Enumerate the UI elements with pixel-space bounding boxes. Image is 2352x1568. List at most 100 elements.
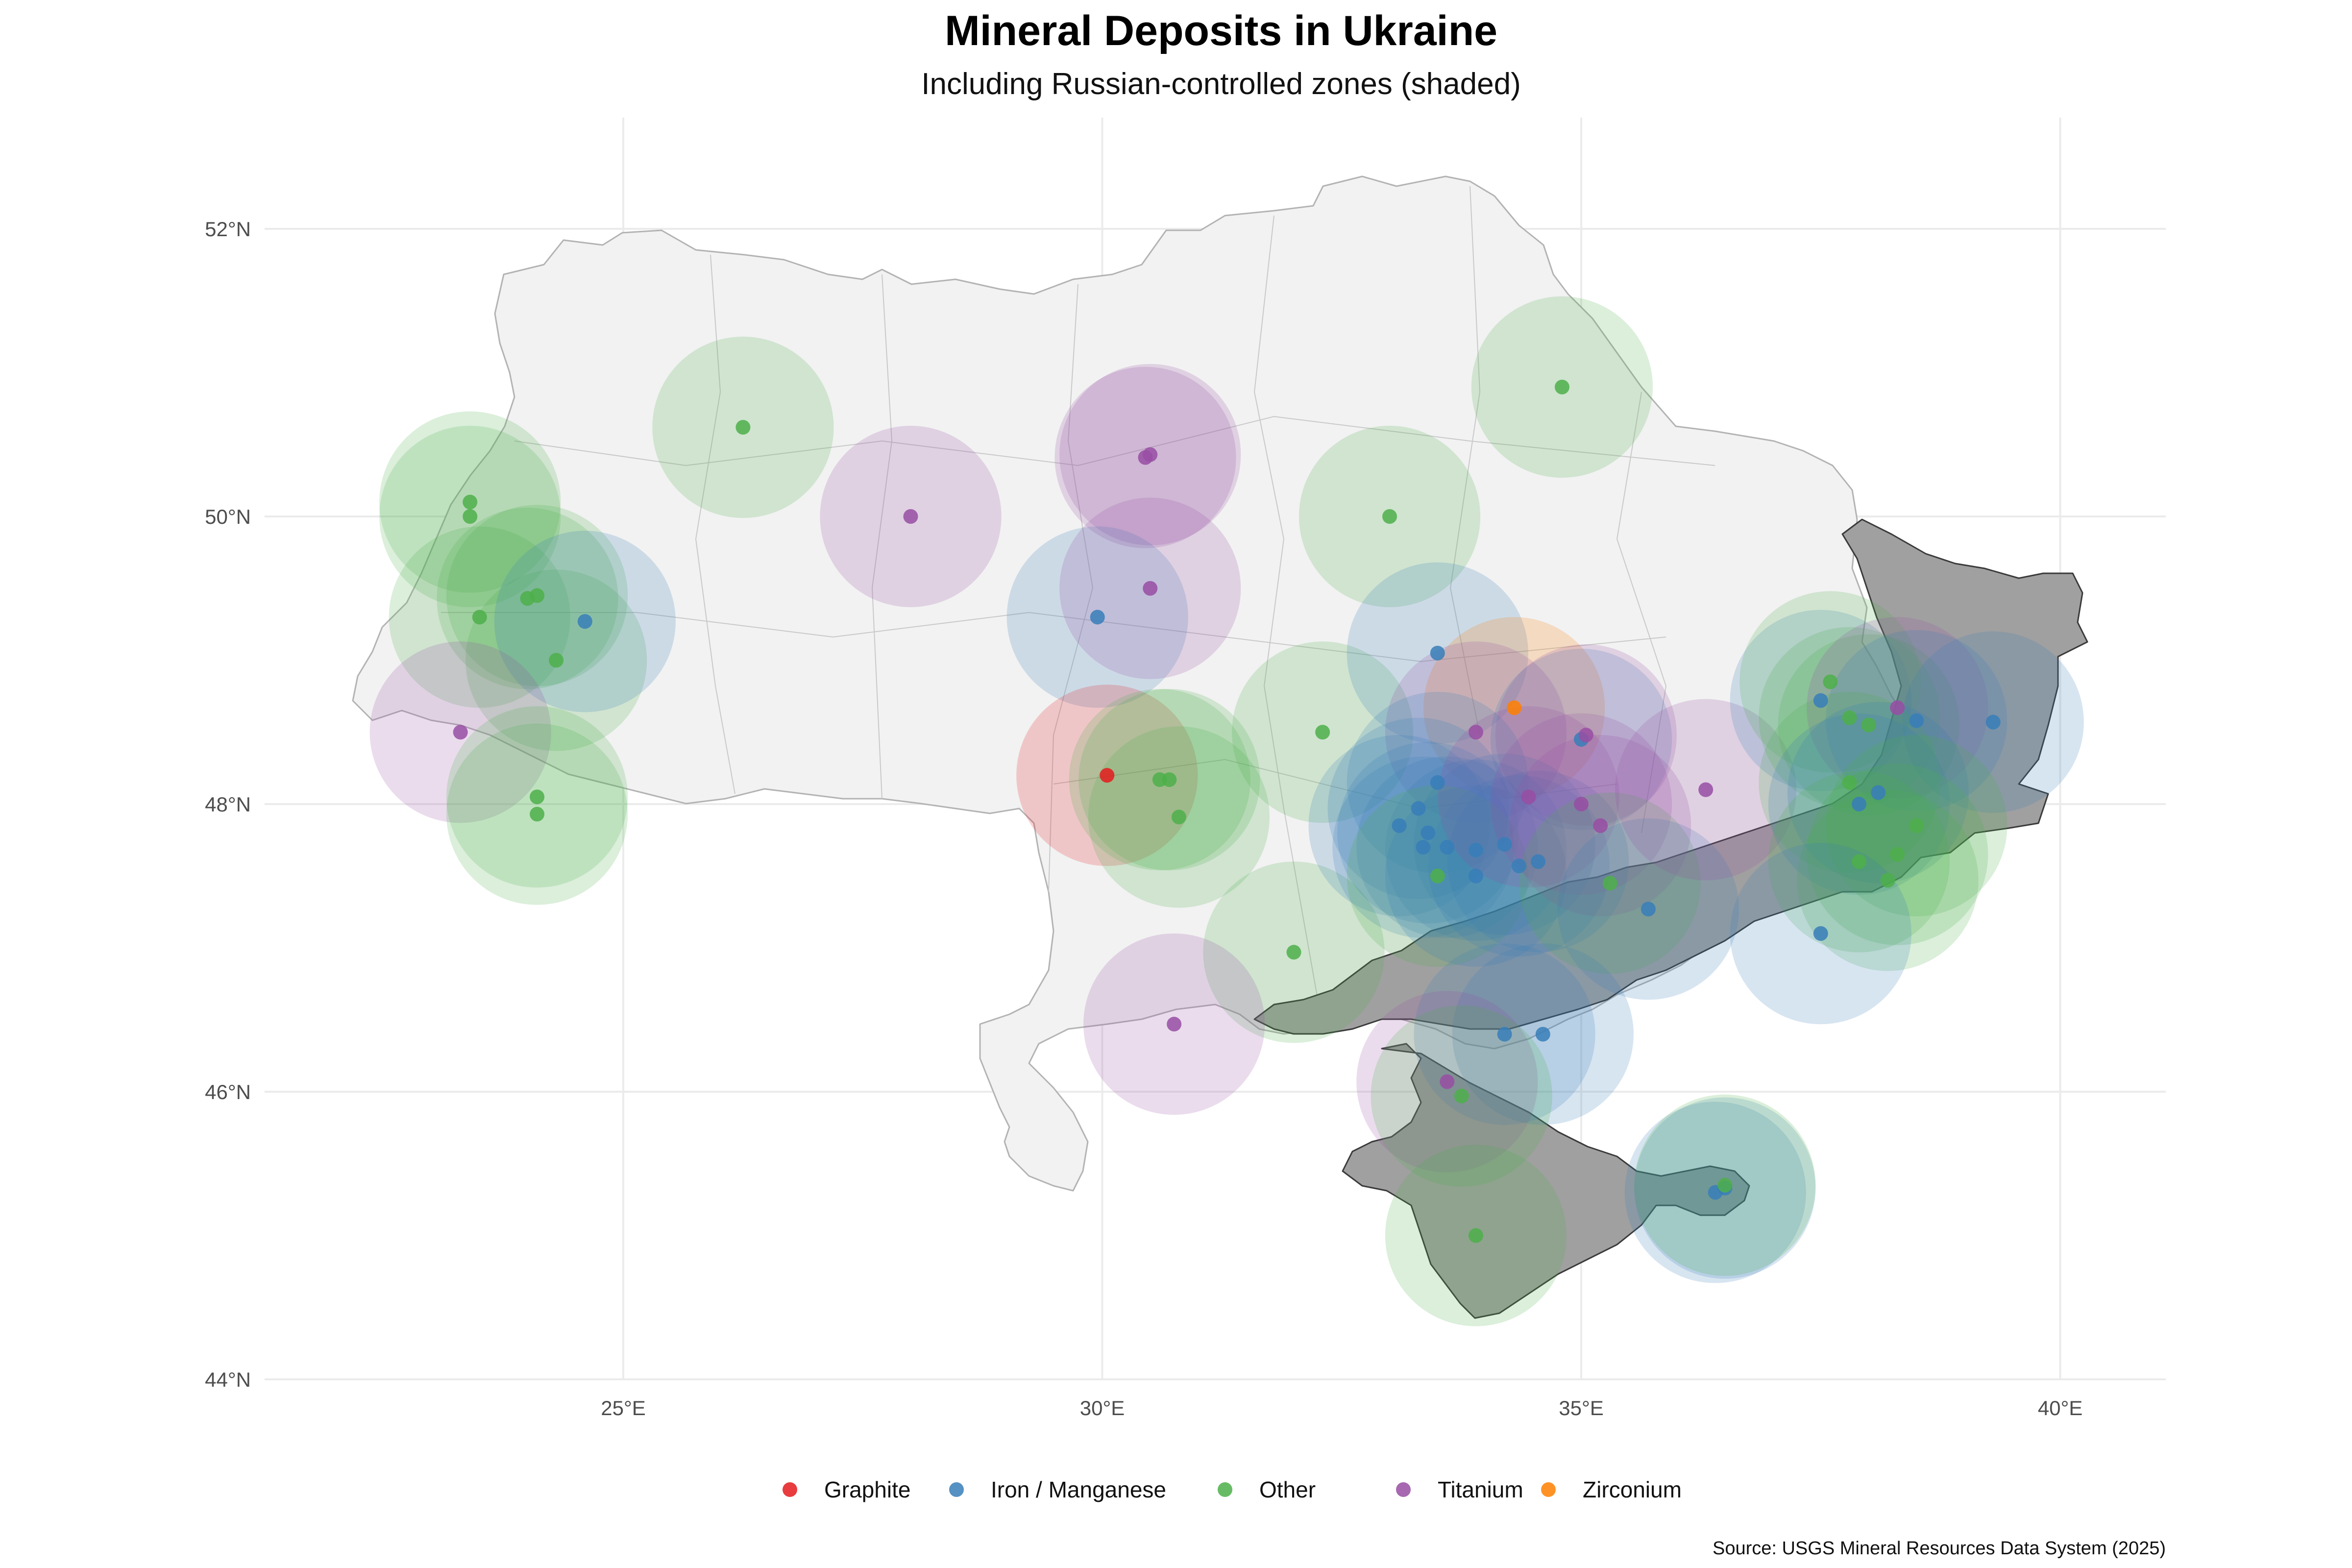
occupied-east-zone <box>1253 518 2088 1035</box>
deposit-point[interactable] <box>1143 581 1158 596</box>
y-tick-label: 44°N <box>205 1368 251 1391</box>
deposit-point[interactable] <box>1430 645 1445 661</box>
deposit-point[interactable] <box>1890 700 1905 715</box>
deposit-point[interactable] <box>1851 797 1866 811</box>
deposit-point[interactable] <box>463 494 478 510</box>
legend-item[interactable]: Iron / Manganese <box>949 1477 1166 1502</box>
deposit-point[interactable] <box>1813 693 1828 708</box>
deposit-point[interactable] <box>1851 854 1866 869</box>
deposit-point[interactable] <box>1162 772 1177 787</box>
deposit-point[interactable] <box>1507 700 1522 715</box>
deposit-point[interactable] <box>1554 379 1569 394</box>
deposit-points <box>453 379 2001 1243</box>
legend: Graphite Iron / Manganese Other Titanium Zir… <box>783 1477 1682 1502</box>
deposit-point[interactable] <box>1090 610 1105 625</box>
deposit-point[interactable] <box>472 610 487 625</box>
occupied-crimea <box>1342 1043 1750 1319</box>
deposit-point[interactable] <box>520 591 535 606</box>
deposit-point[interactable] <box>1468 1228 1483 1243</box>
russian-controlled-zones <box>1253 518 2088 1319</box>
deposit-point[interactable] <box>1602 876 1617 891</box>
deposit-point[interactable] <box>1421 825 1436 840</box>
legend-marker <box>949 1482 964 1497</box>
chart-title: Mineral Deposits in Ukraine <box>945 7 1497 54</box>
y-tick-label: 52°N <box>205 218 251 241</box>
legend-label: Other <box>1259 1477 1316 1502</box>
axis-labels: 25°E 30°E 35°E 40°E 44°N 46°N 48°N 50°N 52°N <box>205 218 2082 1420</box>
deposit-point[interactable] <box>1578 728 1593 743</box>
deposit-point[interactable] <box>577 614 592 629</box>
deposit-point[interactable] <box>1430 775 1445 790</box>
source-caption: Source: USGS Mineral Resources Data Syst… <box>1713 1538 2166 1559</box>
x-tick-label: 35°E <box>1559 1396 1604 1420</box>
deposit-point[interactable] <box>1392 818 1407 833</box>
deposit-point[interactable] <box>530 807 545 822</box>
legend-label: Titanium <box>1438 1477 1523 1502</box>
legend-label: Graphite <box>824 1477 910 1502</box>
deposit-point[interactable] <box>1382 509 1397 524</box>
deposit-point[interactable] <box>1497 1027 1512 1042</box>
deposit-point[interactable] <box>1167 1017 1182 1032</box>
deposit-point[interactable] <box>1315 725 1330 740</box>
y-tick-label: 50°N <box>205 505 251 528</box>
deposit-point[interactable] <box>1430 868 1445 883</box>
deposit-point[interactable] <box>1880 873 1895 888</box>
deposit-point[interactable] <box>1531 854 1546 869</box>
legend-marker <box>783 1482 797 1497</box>
oblast-borders <box>441 186 1715 1029</box>
legend-marker <box>1396 1482 1411 1497</box>
deposit-point[interactable] <box>1468 868 1483 883</box>
deposit-point[interactable] <box>1842 710 1857 725</box>
y-tick-label: 46°N <box>205 1080 251 1103</box>
deposit-point[interactable] <box>1440 840 1455 855</box>
legend-item[interactable]: Graphite <box>783 1477 910 1502</box>
deposit-point[interactable] <box>1717 1177 1733 1193</box>
deposit-point[interactable] <box>1909 713 1924 728</box>
deposit-point[interactable] <box>1698 782 1714 797</box>
deposit-point[interactable] <box>903 509 918 524</box>
legend-item[interactable]: Other <box>1218 1477 1316 1502</box>
legend-label: Iron / Manganese <box>991 1477 1166 1502</box>
deposit-point[interactable] <box>1411 801 1426 816</box>
x-tick-label: 25°E <box>601 1396 646 1420</box>
deposit-point[interactable] <box>1440 1074 1455 1089</box>
legend-marker <box>1218 1482 1232 1497</box>
deposit-point[interactable] <box>1823 674 1838 689</box>
deposit-point[interactable] <box>1861 717 1876 733</box>
x-tick-label: 30°E <box>1080 1396 1125 1420</box>
deposit-point[interactable] <box>1171 809 1186 825</box>
deposit-point[interactable] <box>1521 789 1536 805</box>
deposit-point[interactable] <box>1454 1088 1469 1103</box>
legend-marker <box>1541 1482 1556 1497</box>
deposit-point[interactable] <box>1641 902 1656 917</box>
legend-label: Zirconium <box>1583 1477 1682 1502</box>
deposit-point[interactable] <box>1138 450 1153 465</box>
deposit-point[interactable] <box>530 789 545 805</box>
deposit-point[interactable] <box>1871 785 1886 800</box>
legend-item[interactable]: Titanium <box>1396 1477 1523 1502</box>
deposit-point[interactable] <box>1100 768 1115 783</box>
deposit-point[interactable] <box>1511 858 1526 874</box>
deposit-point[interactable] <box>735 420 751 435</box>
deposit-point[interactable] <box>549 653 564 668</box>
deposit-point[interactable] <box>1286 945 1301 960</box>
deposit-point[interactable] <box>463 509 478 524</box>
deposit-point[interactable] <box>1593 818 1608 833</box>
deposit-point[interactable] <box>1985 714 2001 730</box>
legend-item[interactable]: Zirconium <box>1541 1477 1682 1502</box>
deposit-point[interactable] <box>1468 842 1483 858</box>
deposit-point[interactable] <box>1813 926 1828 941</box>
deposit-point[interactable] <box>1842 775 1857 790</box>
deposit-point[interactable] <box>1497 837 1512 852</box>
deposit-point[interactable] <box>1574 797 1589 811</box>
deposit-point[interactable] <box>1535 1027 1550 1042</box>
deposit-point[interactable] <box>1416 840 1431 855</box>
deposit-point[interactable] <box>1890 847 1905 862</box>
deposit-point[interactable] <box>453 725 468 740</box>
deposit-point[interactable] <box>1909 818 1924 833</box>
x-tick-label: 40°E <box>2038 1396 2083 1420</box>
deposit-point[interactable] <box>1468 725 1483 740</box>
y-tick-label: 48°N <box>205 793 251 816</box>
chart-subtitle: Including Russian-controlled zones (shad… <box>921 67 1520 101</box>
